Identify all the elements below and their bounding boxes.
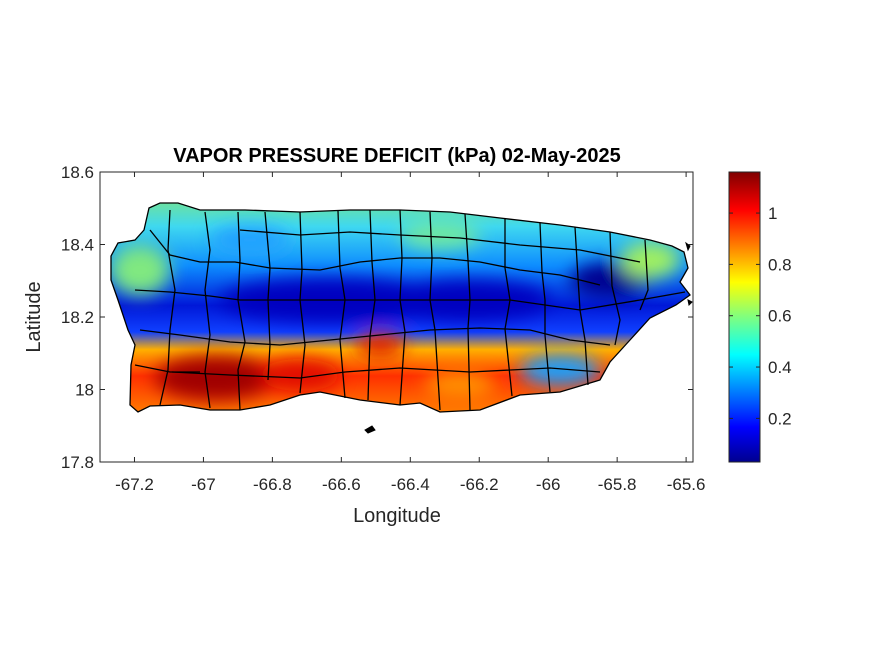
y-axis-label: Latitude	[23, 281, 45, 352]
x-tick-label: -67	[191, 475, 216, 494]
y-axis: 18.6 18.4 18.2 18 17.8	[61, 163, 693, 472]
x-tick-label: -66.2	[460, 475, 499, 494]
y-tick-label: 17.8	[61, 453, 94, 472]
colorbar-tick-label: 1	[768, 204, 777, 223]
colorbar-tick-label: 0.4	[768, 358, 792, 377]
x-tick-label: -66.6	[322, 475, 361, 494]
colorbar	[728, 171, 761, 463]
colorbar-ticks: 1 0.8 0.6 0.4 0.2	[729, 204, 792, 428]
y-tick-label: 18.2	[61, 308, 94, 327]
x-axis: -67.2 -67 -66.8 -66.6 -66.4 -66.2 -66 -65.8 -65.…	[115, 172, 705, 494]
x-tick-label: -66	[536, 475, 561, 494]
x-tick-label: -66.8	[253, 475, 292, 494]
vpd-field	[111, 203, 690, 412]
y-tick-label: 18.6	[61, 163, 94, 182]
y-tick-label: 18.4	[61, 236, 94, 255]
x-tick-label: -65.6	[667, 475, 706, 494]
x-tick-label: -65.8	[598, 475, 637, 494]
y-tick-label: 18	[75, 381, 94, 400]
x-axis-label: Longitude	[353, 505, 441, 527]
x-tick-label: -67.2	[115, 475, 154, 494]
colorbar-tick-label: 0.8	[768, 255, 792, 274]
colorbar-tick-label: 0.6	[768, 307, 792, 326]
colorbar-tick-label: 0.2	[768, 409, 792, 428]
map-title: VAPOR PRESSURE DEFICIT (kPa) 02-May-2025	[173, 145, 621, 167]
x-tick-label: -66.4	[391, 475, 430, 494]
municipality-borders	[110, 202, 691, 413]
